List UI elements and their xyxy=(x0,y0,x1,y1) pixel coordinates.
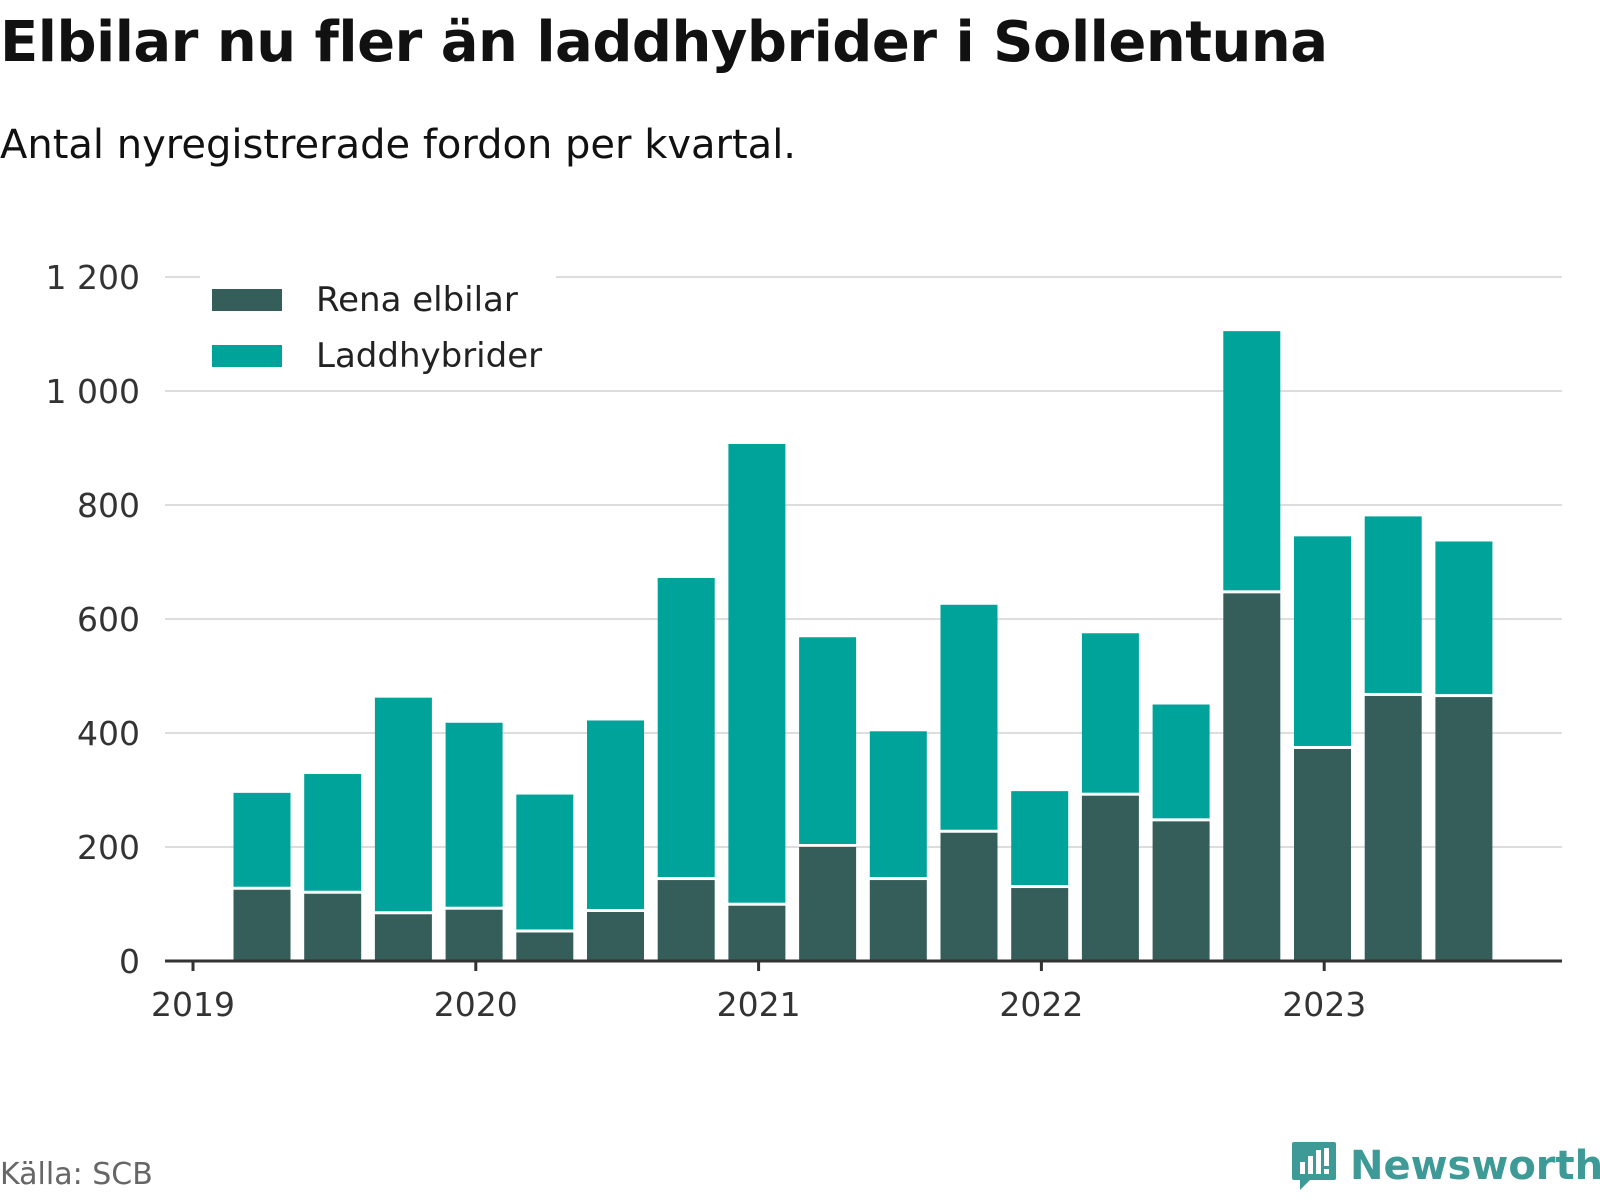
legend-label-laddhybrider: Laddhybrider xyxy=(316,336,543,376)
y-tick-label: 200 xyxy=(77,828,140,867)
bar-laddhybrider xyxy=(374,697,432,912)
bar-rena-elbilar xyxy=(1152,821,1210,961)
chart-title: Elbilar nu fler än laddhybrider i Sollen… xyxy=(0,10,1328,75)
bar-rena-elbilar xyxy=(869,880,927,961)
legend: Rena elbilar Laddhybrider xyxy=(200,268,557,388)
bar-laddhybrider xyxy=(728,444,786,903)
bar-laddhybrider xyxy=(799,637,857,844)
bar-rena-elbilar xyxy=(1435,697,1493,961)
brand-logo: Newsworthy xyxy=(1290,1140,1600,1192)
source-note: Källa: SCB xyxy=(0,1157,153,1192)
bar-laddhybrider xyxy=(587,720,644,909)
bar-laddhybrider xyxy=(940,604,998,830)
y-tick-label: 800 xyxy=(77,486,140,525)
bar-rena-elbilar xyxy=(799,847,857,961)
legend-swatch-laddhybrider xyxy=(212,345,282,367)
brand-name: Newsworthy xyxy=(1350,1143,1600,1189)
bar-rena-elbilar xyxy=(1081,795,1139,961)
bar-laddhybrider xyxy=(233,792,291,887)
bar-laddhybrider xyxy=(1152,704,1210,819)
bar-rena-elbilar xyxy=(374,914,432,961)
bar-rena-elbilar xyxy=(445,909,503,961)
x-tick-label: 2021 xyxy=(717,985,801,1024)
chart-subtitle: Antal nyregistrerade fordon per kvartal. xyxy=(0,122,797,168)
x-tick-label: 2019 xyxy=(151,985,235,1024)
bar-rena-elbilar xyxy=(1223,593,1281,961)
newsworthy-logo-icon xyxy=(1292,1142,1336,1190)
bar-laddhybrider xyxy=(1294,536,1351,746)
bar-rena-elbilar xyxy=(728,905,786,961)
legend-item-rena-elbilar: Rena elbilar xyxy=(212,272,542,328)
bar-laddhybrider xyxy=(1081,633,1139,793)
legend-item-laddhybrider: Laddhybrider xyxy=(212,328,542,384)
bar-laddhybrider xyxy=(869,731,927,878)
bar-laddhybrider xyxy=(1364,516,1422,693)
x-tick-label: 2020 xyxy=(434,985,518,1024)
bar-rena-elbilar xyxy=(1364,695,1422,961)
bar-laddhybrider xyxy=(1435,541,1493,695)
bar-laddhybrider xyxy=(516,794,574,930)
bar-laddhybrider xyxy=(304,774,362,891)
bar-rena-elbilar xyxy=(304,893,362,961)
y-tick-label: 600 xyxy=(77,600,140,639)
bar-rena-elbilar xyxy=(233,889,291,961)
x-tick-label: 2023 xyxy=(1282,985,1366,1024)
bar-laddhybrider xyxy=(657,577,715,878)
x-tick-label: 2022 xyxy=(999,985,1083,1024)
bar-laddhybrider xyxy=(1011,791,1069,886)
legend-label-rena-elbilar: Rena elbilar xyxy=(316,280,518,320)
y-tick-label: 1 000 xyxy=(46,372,140,411)
y-tick-label: 1 200 xyxy=(46,258,140,297)
y-tick-label: 0 xyxy=(119,942,140,981)
bar-rena-elbilar xyxy=(657,880,715,961)
bar-rena-elbilar xyxy=(1011,888,1069,961)
bar-laddhybrider xyxy=(445,722,503,907)
bar-rena-elbilar xyxy=(940,832,998,961)
legend-swatch-rena-elbilar xyxy=(212,289,282,311)
bar-rena-elbilar xyxy=(516,932,574,961)
bar-rena-elbilar xyxy=(587,911,644,961)
y-tick-label: 400 xyxy=(77,714,140,753)
bar-laddhybrider xyxy=(1223,331,1281,591)
bar-rena-elbilar xyxy=(1294,748,1351,961)
